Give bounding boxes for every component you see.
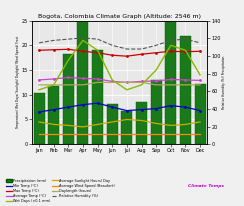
Bar [122,111,132,144]
Y-axis label: Relative Humidity (%)/ Precipitation: Relative Humidity (%)/ Precipitation [222,56,226,109]
Title: Bogota, Colombia Climate Graph (Altitude: 2546 m): Bogota, Colombia Climate Graph (Altitude… [38,14,201,19]
Y-axis label: Temperature/ Wet Days/ Sunlight/ Daylight/ Wind Speed/ Frost: Temperature/ Wet Days/ Sunlight/ Dayligh… [16,36,20,129]
Bar [180,36,191,144]
Bar [78,0,89,144]
Legend: Precipitation (mm), Min Temp (°C), Max Temp (°C), Average Temp (°C), Wet Days (>: Precipitation (mm), Min Temp (°C), Max T… [4,177,116,204]
Text: Climate Temps: Climate Temps [188,184,224,188]
Bar [107,104,118,144]
Bar [48,86,59,144]
Bar [136,102,147,144]
Bar [165,9,176,144]
Bar [34,93,45,144]
Bar [63,54,74,144]
Bar [151,80,162,144]
Bar [195,84,206,144]
Bar [92,50,103,144]
